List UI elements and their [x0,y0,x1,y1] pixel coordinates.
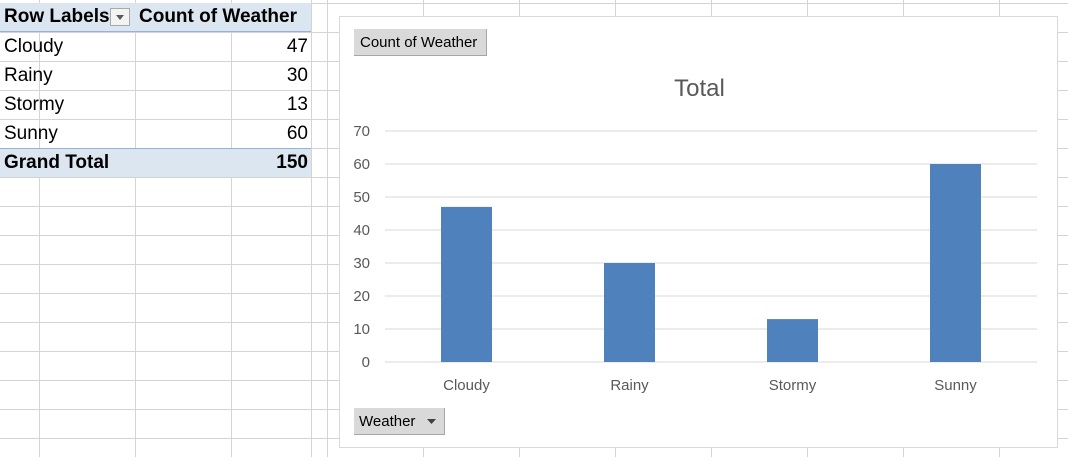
chevron-down-icon [116,14,124,20]
axis-field-label: Weather [359,412,416,430]
grand-total-label: Grand Total [4,152,110,173]
row-labels-filter-button[interactable] [110,8,130,26]
pivot-row-label: Rainy [4,64,53,86]
pivot-chart[interactable]: Count of Weather Total 0 10 20 30 40 50 60 70 Cl… [339,16,1058,448]
pivot-row-value: 30 [286,64,308,86]
x-tick-label: Stormy [769,377,817,394]
pivot-row-label: Sunny [4,122,58,144]
y-tick-label: 20 [353,288,370,305]
x-tick-label: Cloudy [443,377,490,394]
y-tick-label: 30 [353,255,370,272]
axis-field-button[interactable]: Weather [354,408,446,435]
pivot-row-label: Stormy [4,93,65,115]
count-of-weather-header[interactable]: Count of Weather [139,6,297,27]
x-tick-label: Sunny [934,377,977,394]
bar-sunny[interactable] [930,164,981,362]
y-tick-label: 40 [353,222,370,239]
pivot-row[interactable]: Stormy 13 [0,90,311,119]
y-tick-label: 10 [353,321,370,338]
x-tick-label: Rainy [610,377,649,394]
pivot-row[interactable]: Rainy 30 [0,61,311,90]
pivot-header-row: Row Labels Count of Weather [0,3,311,32]
pivot-grand-total-row[interactable]: Grand Total 150 [0,148,311,177]
column-divider [311,0,312,457]
column-divider [135,0,136,457]
value-field-button[interactable]: Count of Weather [354,29,488,56]
pivot-row[interactable]: Sunny 60 [0,119,311,148]
pivot-row-value: 47 [286,35,308,57]
value-field-label: Count of Weather [360,33,478,51]
pivot-table: Row Labels Count of Weather Cloudy 47 Ra… [0,3,311,177]
pivot-row-value: 60 [286,122,308,144]
bar-cloudy[interactable] [441,206,492,362]
y-tick-label: 60 [353,156,370,173]
grand-total-value: 150 [276,152,308,173]
chart-title[interactable]: Total [674,75,725,102]
y-tick-label: 50 [353,189,370,206]
bar-rainy[interactable] [604,263,655,362]
pivot-row-label: Cloudy [4,35,64,57]
row-labels-header[interactable]: Row Labels [4,6,110,27]
chevron-down-icon [427,418,437,424]
y-tick-label: 70 [353,123,370,140]
chart-plot-area: 0 10 20 30 40 50 60 70 Cloudy Rainy Stormy Sunny [353,123,1037,394]
pivot-row-value: 13 [286,93,308,115]
bar-stormy[interactable] [767,319,818,362]
pivot-row[interactable]: Cloudy 47 [0,32,311,61]
y-tick-label: 0 [362,354,370,371]
